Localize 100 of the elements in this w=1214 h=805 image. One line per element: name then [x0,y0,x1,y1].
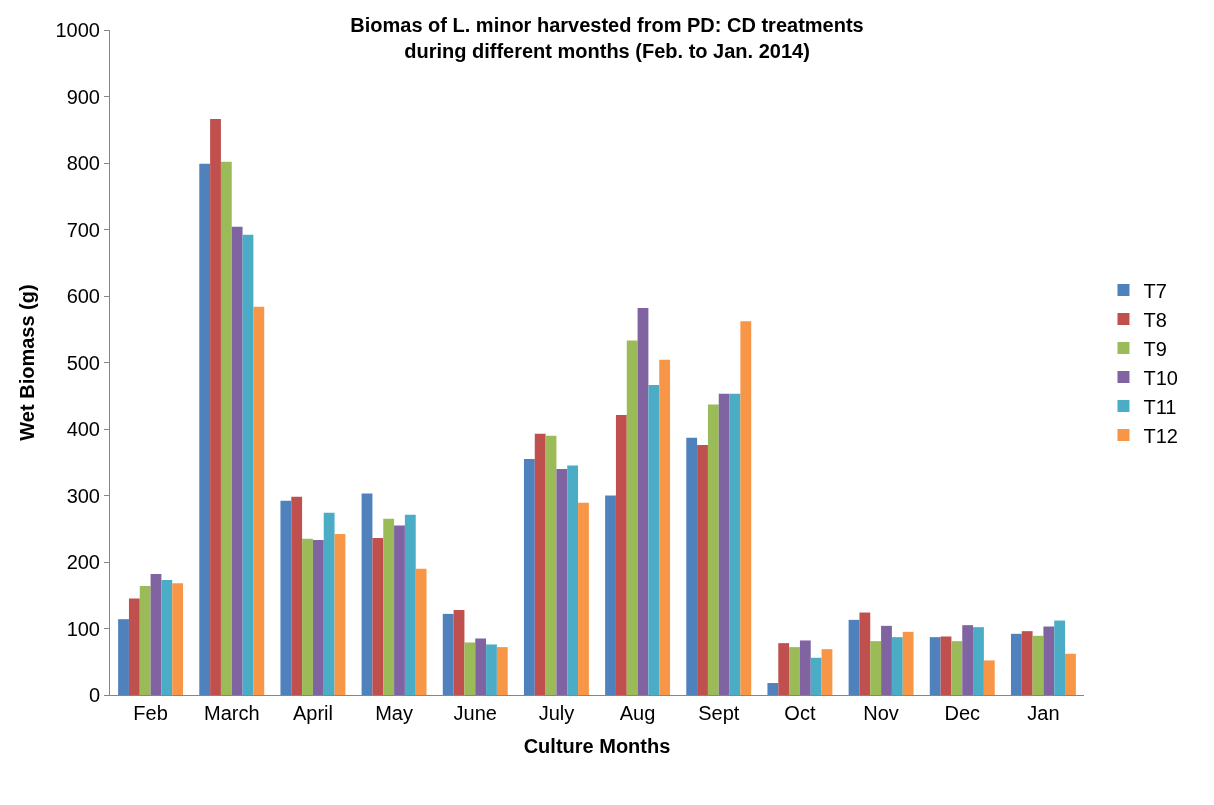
bar [486,644,497,695]
bar [637,307,649,695]
bar [139,585,151,695]
bar [210,119,221,695]
bar [442,613,454,695]
bar [707,404,719,695]
bar [128,598,140,695]
legend-label: T11 [1143,395,1177,418]
bar [361,493,373,695]
bar [718,393,730,695]
bar [810,657,822,695]
bar [496,647,508,695]
bar [729,393,741,695]
bar [881,625,892,695]
bar [567,465,579,695]
x-tick-label: May [375,702,413,724]
bar [464,642,476,695]
bar [951,641,963,695]
bar [940,636,952,695]
bar [199,163,211,695]
y-tick-label: 400 [66,418,100,440]
x-tick-label: Jan [1027,702,1060,724]
y-tick-label: 0 [88,684,100,706]
bar [556,468,568,695]
bar [578,502,589,695]
y-axis-title: Wet Biomass (g) [16,284,38,441]
bar [280,500,292,695]
y-tick-label: 1000 [55,19,100,41]
bar [648,385,660,695]
bar [302,538,313,695]
bar [615,415,627,695]
bar [799,640,811,695]
bar [821,649,833,695]
bar [686,437,698,695]
x-tick-label: Sept [698,702,740,724]
bar [1021,631,1033,695]
bar [697,444,708,695]
bar [453,609,465,695]
bar [789,647,800,695]
legend-label: T10 [1143,366,1178,389]
x-tick-label: Aug [619,702,656,724]
legend-label: T12 [1143,424,1178,447]
bar [848,619,860,695]
x-tick-label: April [292,702,333,724]
legend-label: T9 [1143,337,1167,360]
bar [1054,620,1066,695]
x-tick-label: March [203,702,260,724]
y-tick-label: 200 [66,551,100,573]
bar [475,638,487,695]
bar [929,637,941,695]
bar [323,512,335,695]
bar [891,637,903,695]
y-tick-label: 700 [66,218,100,241]
bar [172,583,184,695]
bar [231,226,243,695]
bar [383,518,395,695]
bar [242,234,254,695]
bar [534,433,546,695]
y-tick-label: 600 [66,285,100,307]
bar [1043,626,1055,695]
bar [545,435,557,695]
bar [740,321,752,695]
bar [253,306,265,695]
bar [404,514,416,695]
x-tick-label: Oct [784,702,816,724]
x-tick-label: July [538,702,575,724]
bar [161,579,173,695]
bar [983,660,995,695]
x-axis-title: Culture Months [523,734,671,757]
bar [659,359,671,695]
x-tick-label: Feb [133,702,168,724]
bar [626,340,638,695]
bar [902,631,914,695]
bar [118,619,129,695]
legend-label: T7 [1143,279,1167,302]
y-tick-label: 300 [66,484,100,507]
y-tick-label: 800 [66,152,100,174]
bar [973,627,984,695]
bar [523,458,535,695]
bar [394,525,405,695]
bar [1032,635,1044,695]
y-tick-label: 100 [66,617,100,640]
bar [870,641,882,695]
x-tick-label: Nov [863,702,899,724]
bar [605,495,616,695]
bar [220,161,232,695]
bar [312,540,324,695]
y-tick-label: 900 [66,85,100,108]
x-tick-label: June [453,702,497,724]
bar [778,643,790,695]
bar [962,625,974,695]
bar [415,568,427,695]
x-tick-label: Dec [944,702,981,724]
bar [1065,653,1076,695]
bar [334,534,346,695]
bar [767,683,779,695]
bar [372,538,384,695]
bar [291,496,303,695]
bar [1010,633,1022,695]
bar [150,573,162,695]
